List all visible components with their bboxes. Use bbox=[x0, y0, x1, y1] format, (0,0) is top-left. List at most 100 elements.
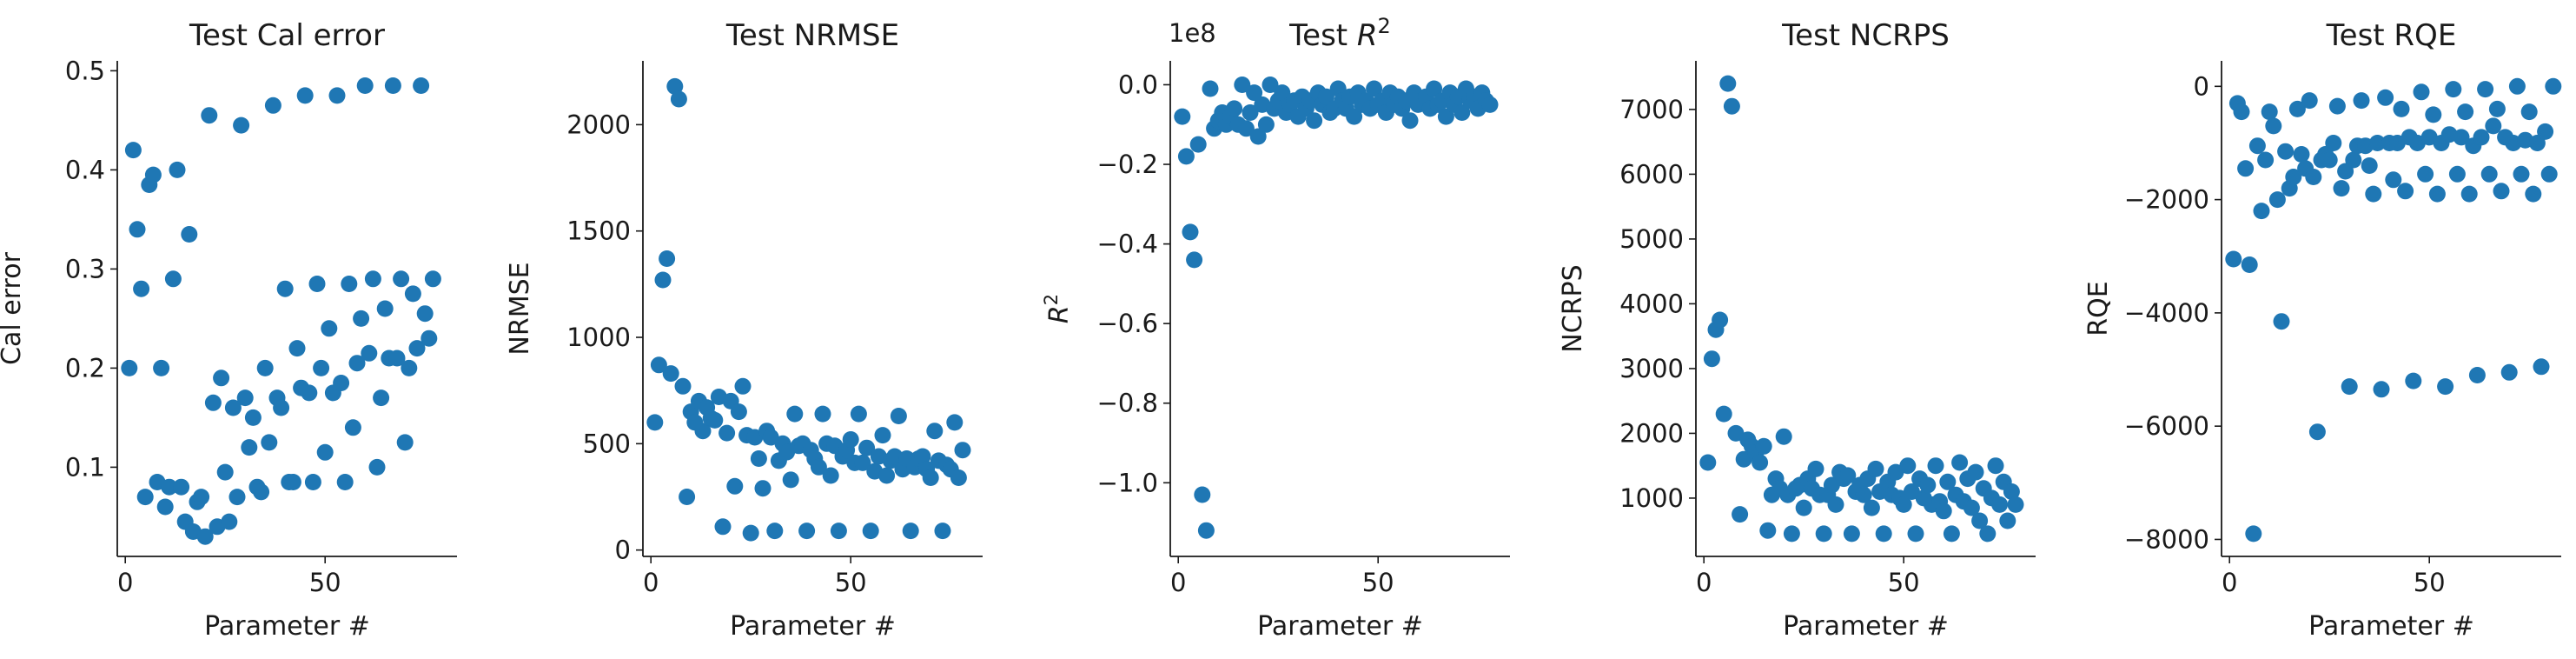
data-point bbox=[2333, 180, 2350, 197]
x-tick-label: 0 bbox=[117, 568, 133, 597]
data-point bbox=[2277, 143, 2295, 160]
data-point bbox=[2417, 165, 2434, 183]
data-point bbox=[1895, 496, 1912, 513]
data-point bbox=[1899, 457, 1917, 475]
data-point bbox=[353, 310, 370, 327]
data-point bbox=[236, 389, 254, 407]
data-point bbox=[1755, 437, 1772, 455]
y-tick-label: 0 bbox=[2194, 71, 2209, 101]
y-tick-label: −0.4 bbox=[1097, 230, 1158, 259]
data-point bbox=[1963, 499, 1980, 516]
data-point bbox=[2261, 103, 2278, 121]
data-point bbox=[1775, 428, 1792, 445]
data-point bbox=[854, 454, 871, 471]
data-point bbox=[244, 409, 262, 426]
data-point bbox=[2368, 135, 2386, 151]
data-point bbox=[2353, 92, 2370, 110]
data-point bbox=[1437, 108, 1454, 125]
data-point bbox=[153, 359, 170, 376]
plot-title: Test Cal error bbox=[189, 18, 385, 53]
data-point bbox=[121, 359, 138, 376]
x-tick-label: 0 bbox=[643, 568, 659, 597]
data-point bbox=[2468, 367, 2486, 383]
x-axis-label: Parameter # bbox=[1783, 611, 1949, 642]
data-point bbox=[1807, 460, 1824, 477]
data-point bbox=[373, 389, 390, 407]
data-point bbox=[742, 524, 759, 542]
data-point bbox=[1759, 522, 1777, 539]
data-point bbox=[666, 77, 684, 95]
data-point bbox=[1699, 454, 1717, 471]
y-tick-label: 1000 bbox=[1619, 483, 1684, 513]
data-point bbox=[1752, 454, 1769, 471]
data-point bbox=[2321, 151, 2338, 169]
y-tick-label: 0.4 bbox=[65, 155, 105, 184]
data-point bbox=[404, 285, 421, 303]
y-axis-label: NCRPS bbox=[1558, 264, 1588, 352]
data-point bbox=[754, 480, 771, 497]
data-point bbox=[1306, 112, 1323, 130]
data-point bbox=[384, 77, 401, 94]
data-point bbox=[1182, 223, 1199, 241]
data-point bbox=[2540, 165, 2558, 183]
data-point bbox=[196, 528, 214, 545]
data-point bbox=[1242, 104, 1259, 121]
x-tick-label: 50 bbox=[835, 568, 867, 597]
data-point bbox=[133, 280, 150, 297]
data-point bbox=[368, 458, 386, 476]
data-point bbox=[169, 161, 186, 178]
data-point bbox=[1226, 100, 1243, 117]
data-point bbox=[316, 443, 334, 461]
data-point bbox=[2485, 117, 2502, 135]
data-point bbox=[1262, 77, 1279, 93]
data-point bbox=[333, 375, 350, 391]
data-point bbox=[1317, 88, 1334, 105]
data-point bbox=[2457, 103, 2474, 121]
data-point bbox=[646, 414, 664, 431]
data-point bbox=[2545, 77, 2562, 95]
data-point bbox=[734, 377, 752, 395]
data-point bbox=[1194, 486, 1211, 503]
data-point bbox=[2537, 123, 2554, 140]
data-point bbox=[1987, 457, 2004, 475]
data-point bbox=[264, 97, 281, 114]
data-point bbox=[1967, 463, 1984, 481]
data-point bbox=[714, 518, 732, 536]
data-point bbox=[1189, 136, 1207, 153]
data-point bbox=[336, 474, 354, 490]
data-point bbox=[284, 474, 301, 490]
data-point bbox=[822, 467, 839, 484]
x-tick-label: 50 bbox=[1888, 568, 1920, 597]
data-point bbox=[2341, 378, 2358, 396]
data-point bbox=[321, 320, 338, 337]
y-tick-label: −6000 bbox=[2124, 411, 2209, 441]
data-point bbox=[706, 411, 724, 429]
data-point bbox=[424, 270, 441, 288]
data-point bbox=[416, 305, 434, 323]
y-tick-label: −0.8 bbox=[1097, 389, 1158, 418]
data-point bbox=[408, 340, 426, 357]
x-tick-label: 50 bbox=[2414, 568, 2446, 597]
data-point bbox=[914, 448, 931, 465]
data-point bbox=[798, 523, 816, 540]
data-point bbox=[2448, 165, 2466, 183]
y-tick-label: 0.5 bbox=[65, 56, 105, 85]
y-tick-label: 0.3 bbox=[65, 254, 105, 283]
data-point bbox=[296, 87, 314, 104]
y-tick-label: −8000 bbox=[2124, 524, 2209, 554]
data-point bbox=[2437, 378, 2454, 396]
data-point bbox=[1426, 80, 1443, 97]
data-point bbox=[2377, 89, 2394, 106]
data-point bbox=[1366, 80, 1383, 97]
data-point bbox=[922, 469, 939, 486]
y-axis-label: R2 bbox=[1041, 294, 1075, 323]
data-point bbox=[1712, 311, 1729, 329]
data-point bbox=[842, 431, 859, 448]
x-tick-label: 50 bbox=[309, 568, 341, 597]
data-point bbox=[2460, 185, 2478, 203]
data-point bbox=[1177, 148, 1195, 165]
data-point bbox=[679, 489, 696, 505]
data-point bbox=[1783, 525, 1800, 543]
data-point bbox=[2525, 185, 2542, 203]
